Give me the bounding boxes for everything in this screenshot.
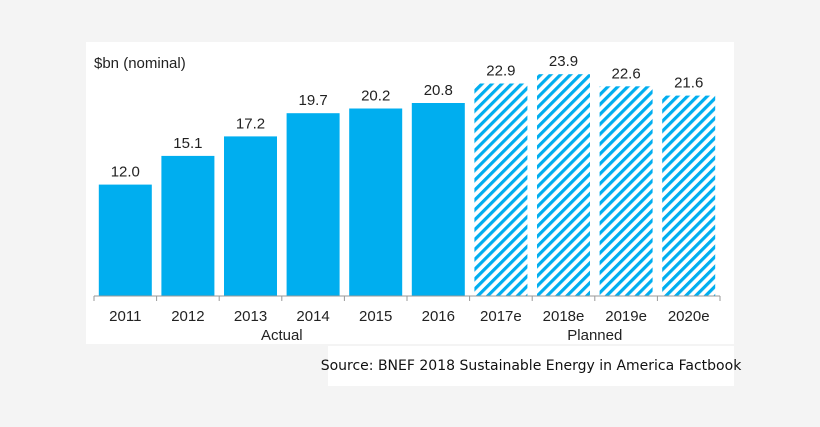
bar-2012: [161, 155, 215, 296]
x-tick-label-2016: 2016: [422, 308, 455, 325]
bar-chart: $bn (nominal) 12.0 15.1 17.2 19.7 20.2 20.8 22…: [93, 53, 721, 344]
group-label-actual: Actual: [261, 327, 303, 344]
bar-2016: [411, 103, 465, 296]
source-box: Source: BNEF 2018 Sustainable Energy in …: [321, 346, 741, 386]
bar-2020e: [662, 95, 716, 296]
value-label-2016: 20.8: [424, 82, 453, 99]
value-label-2011: 12.0: [111, 164, 140, 181]
value-label-2013: 17.2: [236, 115, 265, 132]
x-tick-label-2015: 2015: [359, 308, 392, 325]
bar-2015: [349, 108, 403, 296]
group-label-planned: Planned: [567, 327, 622, 344]
x-tick-label-2018e: 2018e: [543, 308, 585, 325]
value-label-2020e: 21.6: [674, 75, 703, 92]
value-label-2015: 20.2: [361, 88, 390, 105]
value-label-2018e: 23.9: [549, 53, 578, 70]
value-label-2017e: 22.9: [486, 63, 515, 80]
value-label-2014: 19.7: [298, 92, 327, 109]
bar-2014: [286, 113, 340, 296]
value-label-2012: 15.1: [173, 135, 202, 152]
bar-2018e: [537, 74, 590, 296]
x-tick-label-2011: 2011: [109, 308, 141, 325]
x-tick-label-2017e: 2017e: [480, 308, 522, 325]
y-axis-label: $bn (nominal): [94, 55, 186, 72]
x-tick-label-2014: 2014: [296, 308, 329, 325]
x-tick-label-2019e: 2019e: [605, 308, 647, 325]
bar-2011: [98, 184, 152, 296]
x-tick-label-2020e: 2020e: [668, 308, 710, 325]
x-tick-label-2013: 2013: [234, 308, 267, 325]
value-label-2019e: 22.6: [611, 65, 640, 82]
chart-panel: $bn (nominal) 12.0 15.1 17.2 19.7 20.2 20.8 22…: [86, 42, 734, 344]
bar-2017e: [474, 83, 528, 296]
x-tick-label-2012: 2012: [171, 308, 204, 325]
source-text: Source: BNEF 2018 Sustainable Energy in …: [320, 358, 742, 374]
bar-2013: [224, 136, 277, 296]
bar-2019e: [599, 86, 653, 296]
